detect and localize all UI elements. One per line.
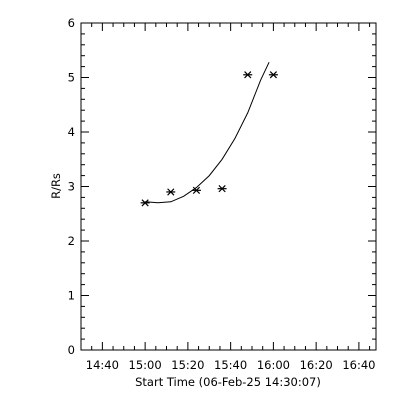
x-tick-label: 16:20 — [300, 358, 333, 372]
y-tick-label: 4 — [68, 125, 75, 139]
y-tick-label: 2 — [68, 234, 75, 248]
asterisk-stroke — [244, 71, 252, 79]
fit-curve-group — [145, 61, 270, 204]
asterisk-stroke — [167, 188, 175, 196]
y-tick-label: 6 — [68, 16, 75, 30]
x-tick-label: 16:40 — [342, 358, 375, 372]
data-points — [140, 71, 278, 207]
axis-ticks — [80, 22, 376, 351]
asterisk-stroke — [192, 186, 201, 194]
x-axis-label: Start Time (06-Feb-25 14:30:07) — [135, 375, 321, 389]
fit-curve — [145, 61, 270, 204]
data-point-asterisk — [243, 71, 253, 79]
asterisk-stroke — [218, 185, 226, 193]
y-tick-labels: 0 1 2 3 4 5 6 — [68, 16, 75, 357]
y-tick-label: 1 — [68, 289, 75, 303]
y-axis-label: R/Rs — [49, 173, 63, 199]
x-tick-label: 15:00 — [129, 358, 162, 372]
x-tick-label: 16:00 — [257, 358, 290, 372]
y-tick-label: 3 — [68, 180, 75, 194]
x-tick-labels: 14:40 15:00 15:20 15:40 16:00 16:20 16:40 — [86, 358, 376, 372]
x-tick-label: 14:40 — [86, 358, 119, 372]
x-tick-label: 15:20 — [171, 358, 204, 372]
x-tick-label: 15:40 — [214, 358, 247, 372]
y-tick-label: 0 — [68, 343, 75, 357]
data-point-asterisk — [191, 186, 201, 194]
data-point-asterisk — [217, 185, 227, 193]
plot-frame — [80, 22, 377, 351]
asterisk-stroke — [141, 199, 149, 207]
data-point-asterisk — [268, 71, 278, 79]
data-point-asterisk — [140, 199, 150, 207]
data-point-asterisk — [166, 188, 176, 196]
asterisk-stroke — [269, 71, 278, 79]
y-tick-label: 5 — [68, 71, 75, 85]
